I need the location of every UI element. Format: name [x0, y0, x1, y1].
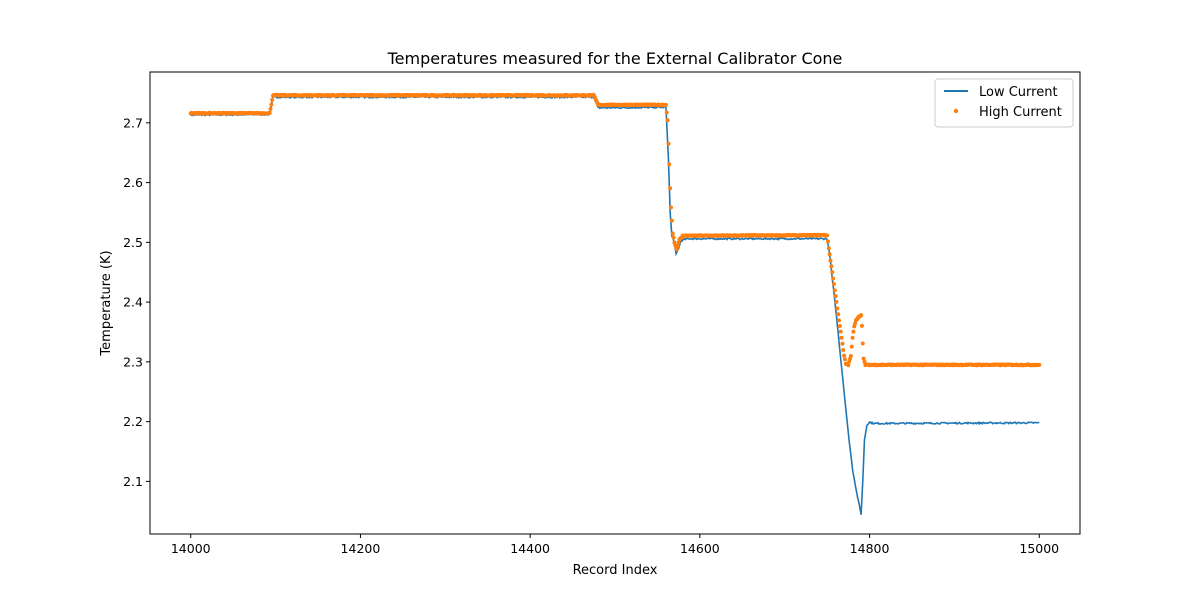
legend: Low Current High Current [934, 78, 1074, 128]
data-point [269, 102, 274, 107]
data-point [833, 294, 838, 299]
y-tick-label: 2.7 [123, 115, 143, 130]
data-point [862, 359, 867, 364]
x-tick-label: 14200 [341, 541, 381, 556]
data-point [832, 288, 837, 293]
data-point [853, 321, 858, 326]
data-point [846, 363, 851, 368]
data-point [670, 231, 675, 236]
data-point [831, 281, 836, 286]
legend-box [934, 78, 1074, 128]
x-tick-label: 14400 [510, 541, 550, 556]
data-point [827, 252, 832, 257]
data-point [837, 318, 842, 323]
y-tick-label: 2.3 [123, 354, 143, 369]
data-point [825, 239, 830, 244]
plot-frame [149, 71, 1081, 535]
data-point [839, 335, 844, 340]
data-point [663, 102, 668, 107]
data-point [668, 186, 673, 191]
data-point [671, 235, 676, 240]
data-point [666, 141, 671, 146]
data-point [829, 264, 834, 269]
data-point [840, 341, 845, 346]
data-point [859, 313, 864, 318]
data-point [848, 354, 853, 359]
x-tick-label: 15000 [1019, 541, 1059, 556]
data-point [836, 312, 841, 317]
data-point [851, 329, 856, 334]
x-tick-label: 14800 [850, 541, 890, 556]
data-point [850, 335, 855, 340]
data-point [830, 270, 835, 275]
x-axis-ticks: 14000 14200 14400 14600 14800 15000 [171, 534, 1059, 556]
data-point [861, 356, 866, 361]
x-tick-label: 14600 [680, 541, 720, 556]
legend-label-low-current: Low Current [979, 85, 1058, 100]
x-axis-label: Record Index [573, 563, 658, 578]
data-point [270, 97, 275, 102]
data-point [859, 323, 864, 328]
data-point [825, 233, 830, 238]
data-point [669, 218, 674, 223]
data-point [849, 344, 854, 349]
data-point [852, 324, 857, 329]
chart-title: Temperatures measured for the External C… [387, 49, 843, 68]
data-point [842, 353, 847, 358]
legend-label-high-current: High Current [979, 105, 1062, 120]
y-axis-ticks: 2.1 2.2 2.3 2.4 2.5 2.6 2.7 [123, 115, 150, 489]
y-tick-label: 2.1 [123, 474, 143, 489]
y-tick-label: 2.5 [123, 235, 143, 250]
data-point [674, 247, 679, 252]
y-tick-label: 2.4 [123, 295, 143, 310]
y-tick-label: 2.6 [123, 175, 143, 190]
legend-dot-marker [953, 108, 959, 114]
y-axis-label: Temperature (K) [99, 250, 114, 356]
data-point [268, 107, 273, 112]
data-point [664, 110, 669, 115]
data-point [831, 276, 836, 281]
data-point [838, 329, 843, 334]
data-point [1037, 362, 1042, 367]
data-point [828, 258, 833, 263]
data-point [837, 324, 842, 329]
data-point [835, 306, 840, 311]
plot-series [188, 92, 1042, 515]
data-point [667, 162, 672, 167]
data-point [675, 244, 680, 249]
x-tick-label: 14000 [171, 541, 211, 556]
y-tick-label: 2.2 [123, 414, 143, 429]
data-point [267, 110, 272, 115]
data-point [842, 357, 847, 362]
series-high-current [188, 92, 1042, 368]
data-point [669, 205, 673, 210]
data-point [834, 299, 839, 304]
data-point [826, 246, 831, 251]
data-point [860, 341, 865, 346]
data-point [676, 240, 681, 245]
data-point [665, 118, 670, 123]
data-point [841, 347, 846, 352]
